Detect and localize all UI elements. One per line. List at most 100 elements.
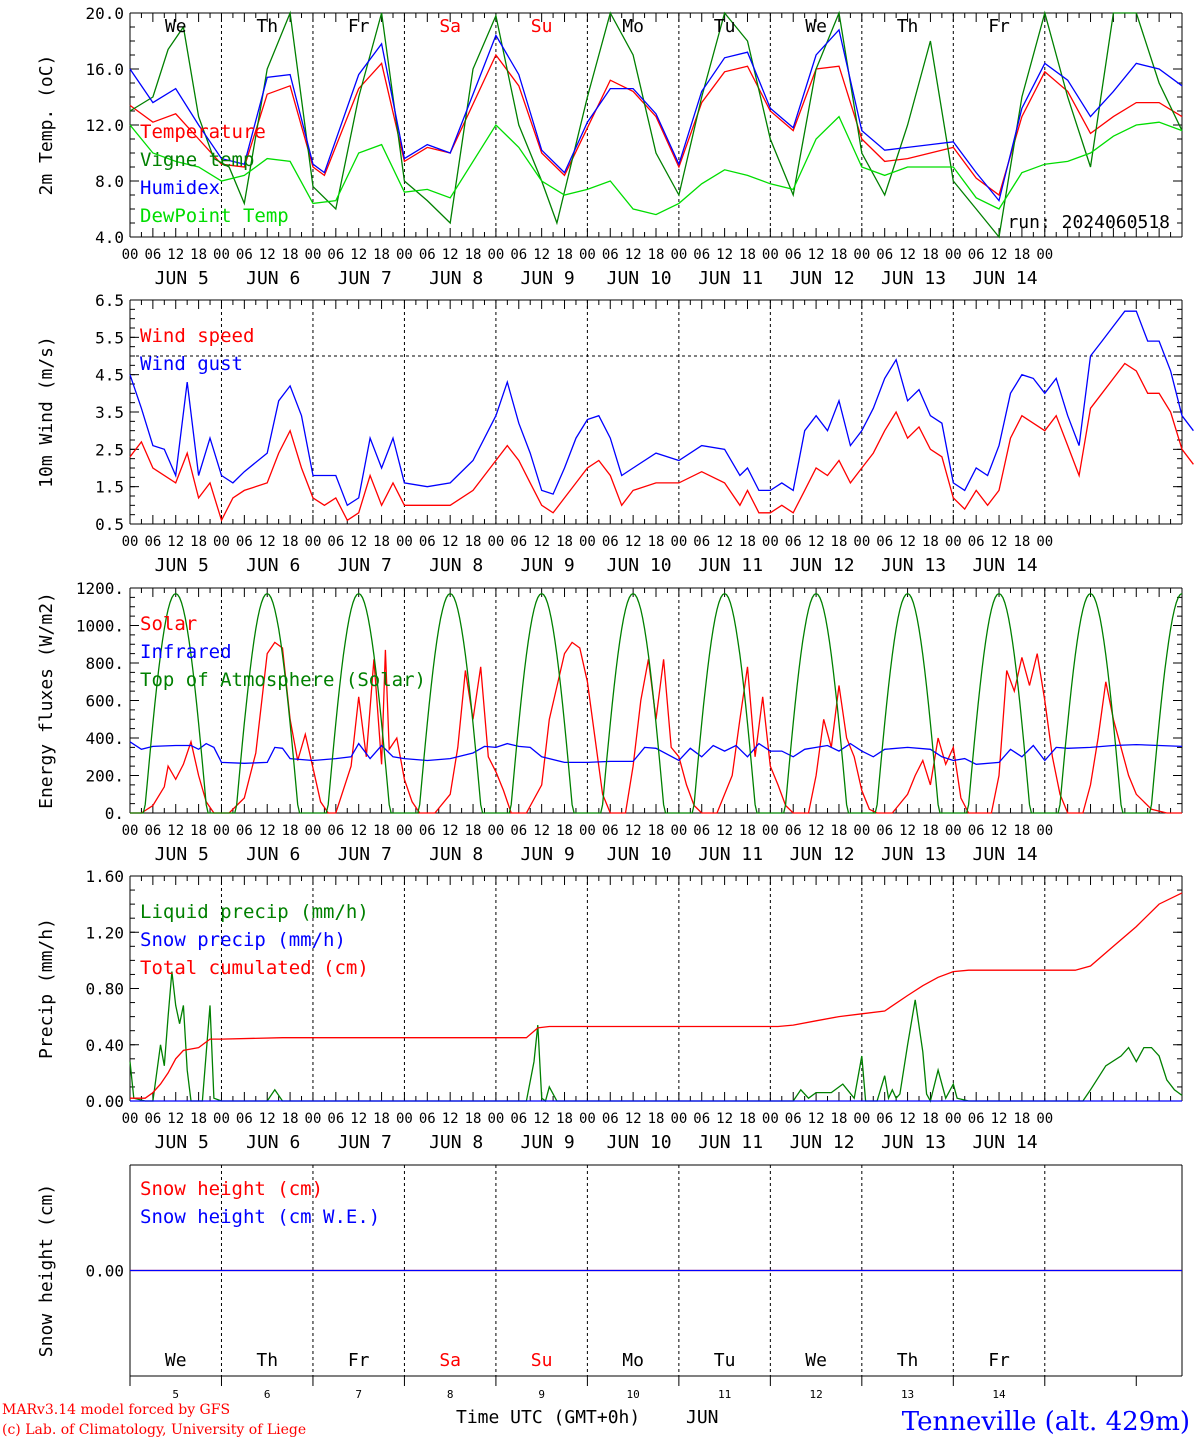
station-title: Tenneville (alt. 429m) bbox=[902, 1407, 1190, 1437]
hour-tick-label: 18 bbox=[465, 1111, 482, 1127]
legend-entry: Total cumulated (cm) bbox=[140, 957, 369, 979]
weekday-label: Mo bbox=[622, 16, 644, 37]
weekday-label: Fr bbox=[348, 16, 370, 37]
hour-tick-label: 00 bbox=[670, 1111, 687, 1127]
hour-tick-label: 06 bbox=[693, 823, 710, 839]
hour-tick-label: 18 bbox=[831, 823, 848, 839]
hour-tick-label: 00 bbox=[396, 1111, 413, 1127]
hour-tick-label: 12 bbox=[259, 823, 276, 839]
date-label: JUN 6 bbox=[246, 1132, 300, 1153]
hour-tick-label: 00 bbox=[945, 534, 962, 550]
date-label: JUN 14 bbox=[973, 268, 1038, 289]
date-label: JUN 6 bbox=[246, 555, 300, 576]
hour-tick-label: 00 bbox=[487, 1111, 504, 1127]
hour-tick-label: 12 bbox=[442, 534, 459, 550]
legend-entry: Snow height (cm) bbox=[140, 1178, 323, 1200]
hour-tick-label: 06 bbox=[968, 823, 985, 839]
hour-tick-label: 18 bbox=[556, 1111, 573, 1127]
hour-tick-label: 00 bbox=[122, 823, 139, 839]
day-number-label: 12 bbox=[809, 1388, 822, 1401]
date-label: JUN 8 bbox=[429, 1132, 483, 1153]
hour-tick-label: 00 bbox=[122, 1111, 139, 1127]
hour-tick-label: 12 bbox=[259, 534, 276, 550]
weekday-label: Th bbox=[256, 1350, 278, 1371]
date-label: JUN 8 bbox=[429, 268, 483, 289]
date-label: JUN 10 bbox=[607, 555, 672, 576]
y-tick-label: 5.5 bbox=[95, 328, 124, 347]
legend-entry: Solar bbox=[140, 613, 197, 635]
weekday-label: Su bbox=[531, 16, 553, 37]
date-label: JUN 10 bbox=[607, 1132, 672, 1153]
hour-tick-label: 06 bbox=[327, 534, 344, 550]
legend-entry: Snow precip (mm/h) bbox=[140, 929, 346, 951]
y-tick-label: 4.0 bbox=[95, 228, 124, 247]
hour-tick-label: 00 bbox=[305, 1111, 322, 1127]
hour-tick-label: 00 bbox=[396, 247, 413, 263]
panel-1: 4.0 8.0 12.0 16.0 20.0 2m Temp. (oC) Temperatu… bbox=[36, 4, 1183, 289]
hour-tick-label: 06 bbox=[510, 1111, 527, 1127]
hour-tick-label: 18 bbox=[831, 1111, 848, 1127]
date-label: JUN 9 bbox=[521, 844, 575, 865]
day-number-label: 13 bbox=[901, 1388, 914, 1401]
hour-tick-label: 00 bbox=[853, 534, 870, 550]
hour-tick-label: 18 bbox=[282, 247, 299, 263]
hour-tick-label: 12 bbox=[350, 247, 367, 263]
y-tick-label: 200. bbox=[85, 767, 124, 786]
day-number-label: 10 bbox=[627, 1388, 640, 1401]
weekday-label: Sa bbox=[439, 16, 461, 37]
hour-tick-label: 00 bbox=[487, 534, 504, 550]
weekday-label: Su bbox=[531, 1350, 553, 1371]
hour-tick-label: 18 bbox=[1013, 247, 1030, 263]
day-number-label: 14 bbox=[992, 1388, 1006, 1401]
hour-tick-label: 06 bbox=[602, 1111, 619, 1127]
hour-tick-label: 00 bbox=[945, 247, 962, 263]
hour-tick-label: 12 bbox=[991, 1111, 1008, 1127]
month-label: JUN bbox=[686, 1407, 719, 1428]
y-tick-label: 0.40 bbox=[85, 1036, 124, 1055]
hour-tick-label: 06 bbox=[602, 247, 619, 263]
hour-tick-label: 06 bbox=[785, 1111, 802, 1127]
hour-tick-label: 18 bbox=[190, 823, 207, 839]
hour-tick-label: 18 bbox=[190, 1111, 207, 1127]
hour-tick-label: 00 bbox=[670, 534, 687, 550]
weekday-label: We bbox=[165, 16, 187, 37]
hour-tick-label: 12 bbox=[808, 534, 825, 550]
weekday-label: Sa bbox=[439, 1350, 461, 1371]
hour-tick-label: 00 bbox=[762, 823, 779, 839]
weekday-label: We bbox=[805, 16, 827, 37]
hour-tick-label: 12 bbox=[259, 1111, 276, 1127]
hour-tick-label: 00 bbox=[670, 247, 687, 263]
hour-tick-label: 18 bbox=[373, 823, 390, 839]
y-tick-label: 1.60 bbox=[85, 867, 124, 886]
y-tick-label: 12.0 bbox=[85, 116, 124, 135]
hour-tick-label: 18 bbox=[1013, 1111, 1030, 1127]
hour-tick-label: 00 bbox=[305, 247, 322, 263]
hour-tick-label: 12 bbox=[350, 823, 367, 839]
hour-tick-label: 00 bbox=[1036, 247, 1053, 263]
hour-tick-label: 12 bbox=[716, 247, 733, 263]
y-tick-label: 800. bbox=[85, 654, 124, 673]
hour-tick-label: 06 bbox=[510, 534, 527, 550]
panel-4: 0.00 0.40 0.80 1.20 1.60 Precip (mm/h) Liquid … bbox=[36, 867, 1183, 1153]
hour-tick-label: 00 bbox=[762, 1111, 779, 1127]
legend-entry: Snow height (cm W.E.) bbox=[140, 1206, 380, 1228]
y-axis-label: 2m Temp. (oC) bbox=[36, 55, 57, 196]
hour-tick-label: 18 bbox=[556, 823, 573, 839]
day-number-label: 6 bbox=[264, 1388, 271, 1401]
date-label: JUN 12 bbox=[790, 844, 855, 865]
hour-tick-label: 00 bbox=[305, 823, 322, 839]
date-label: JUN 13 bbox=[881, 268, 946, 289]
hour-tick-label: 00 bbox=[579, 1111, 596, 1127]
hour-tick-label: 12 bbox=[808, 823, 825, 839]
hour-tick-label: 18 bbox=[465, 247, 482, 263]
hour-tick-label: 00 bbox=[487, 247, 504, 263]
hour-tick-label: 18 bbox=[1013, 534, 1030, 550]
hour-tick-label: 06 bbox=[876, 534, 893, 550]
hour-tick-label: 12 bbox=[625, 1111, 642, 1127]
date-label: JUN 13 bbox=[881, 555, 946, 576]
legend-entry: Top of Atmosphere (Solar) bbox=[140, 669, 426, 691]
hour-tick-label: 00 bbox=[853, 823, 870, 839]
y-axis-label: 10m Wind (m/s) bbox=[36, 336, 57, 488]
hour-tick-label: 06 bbox=[693, 1111, 710, 1127]
